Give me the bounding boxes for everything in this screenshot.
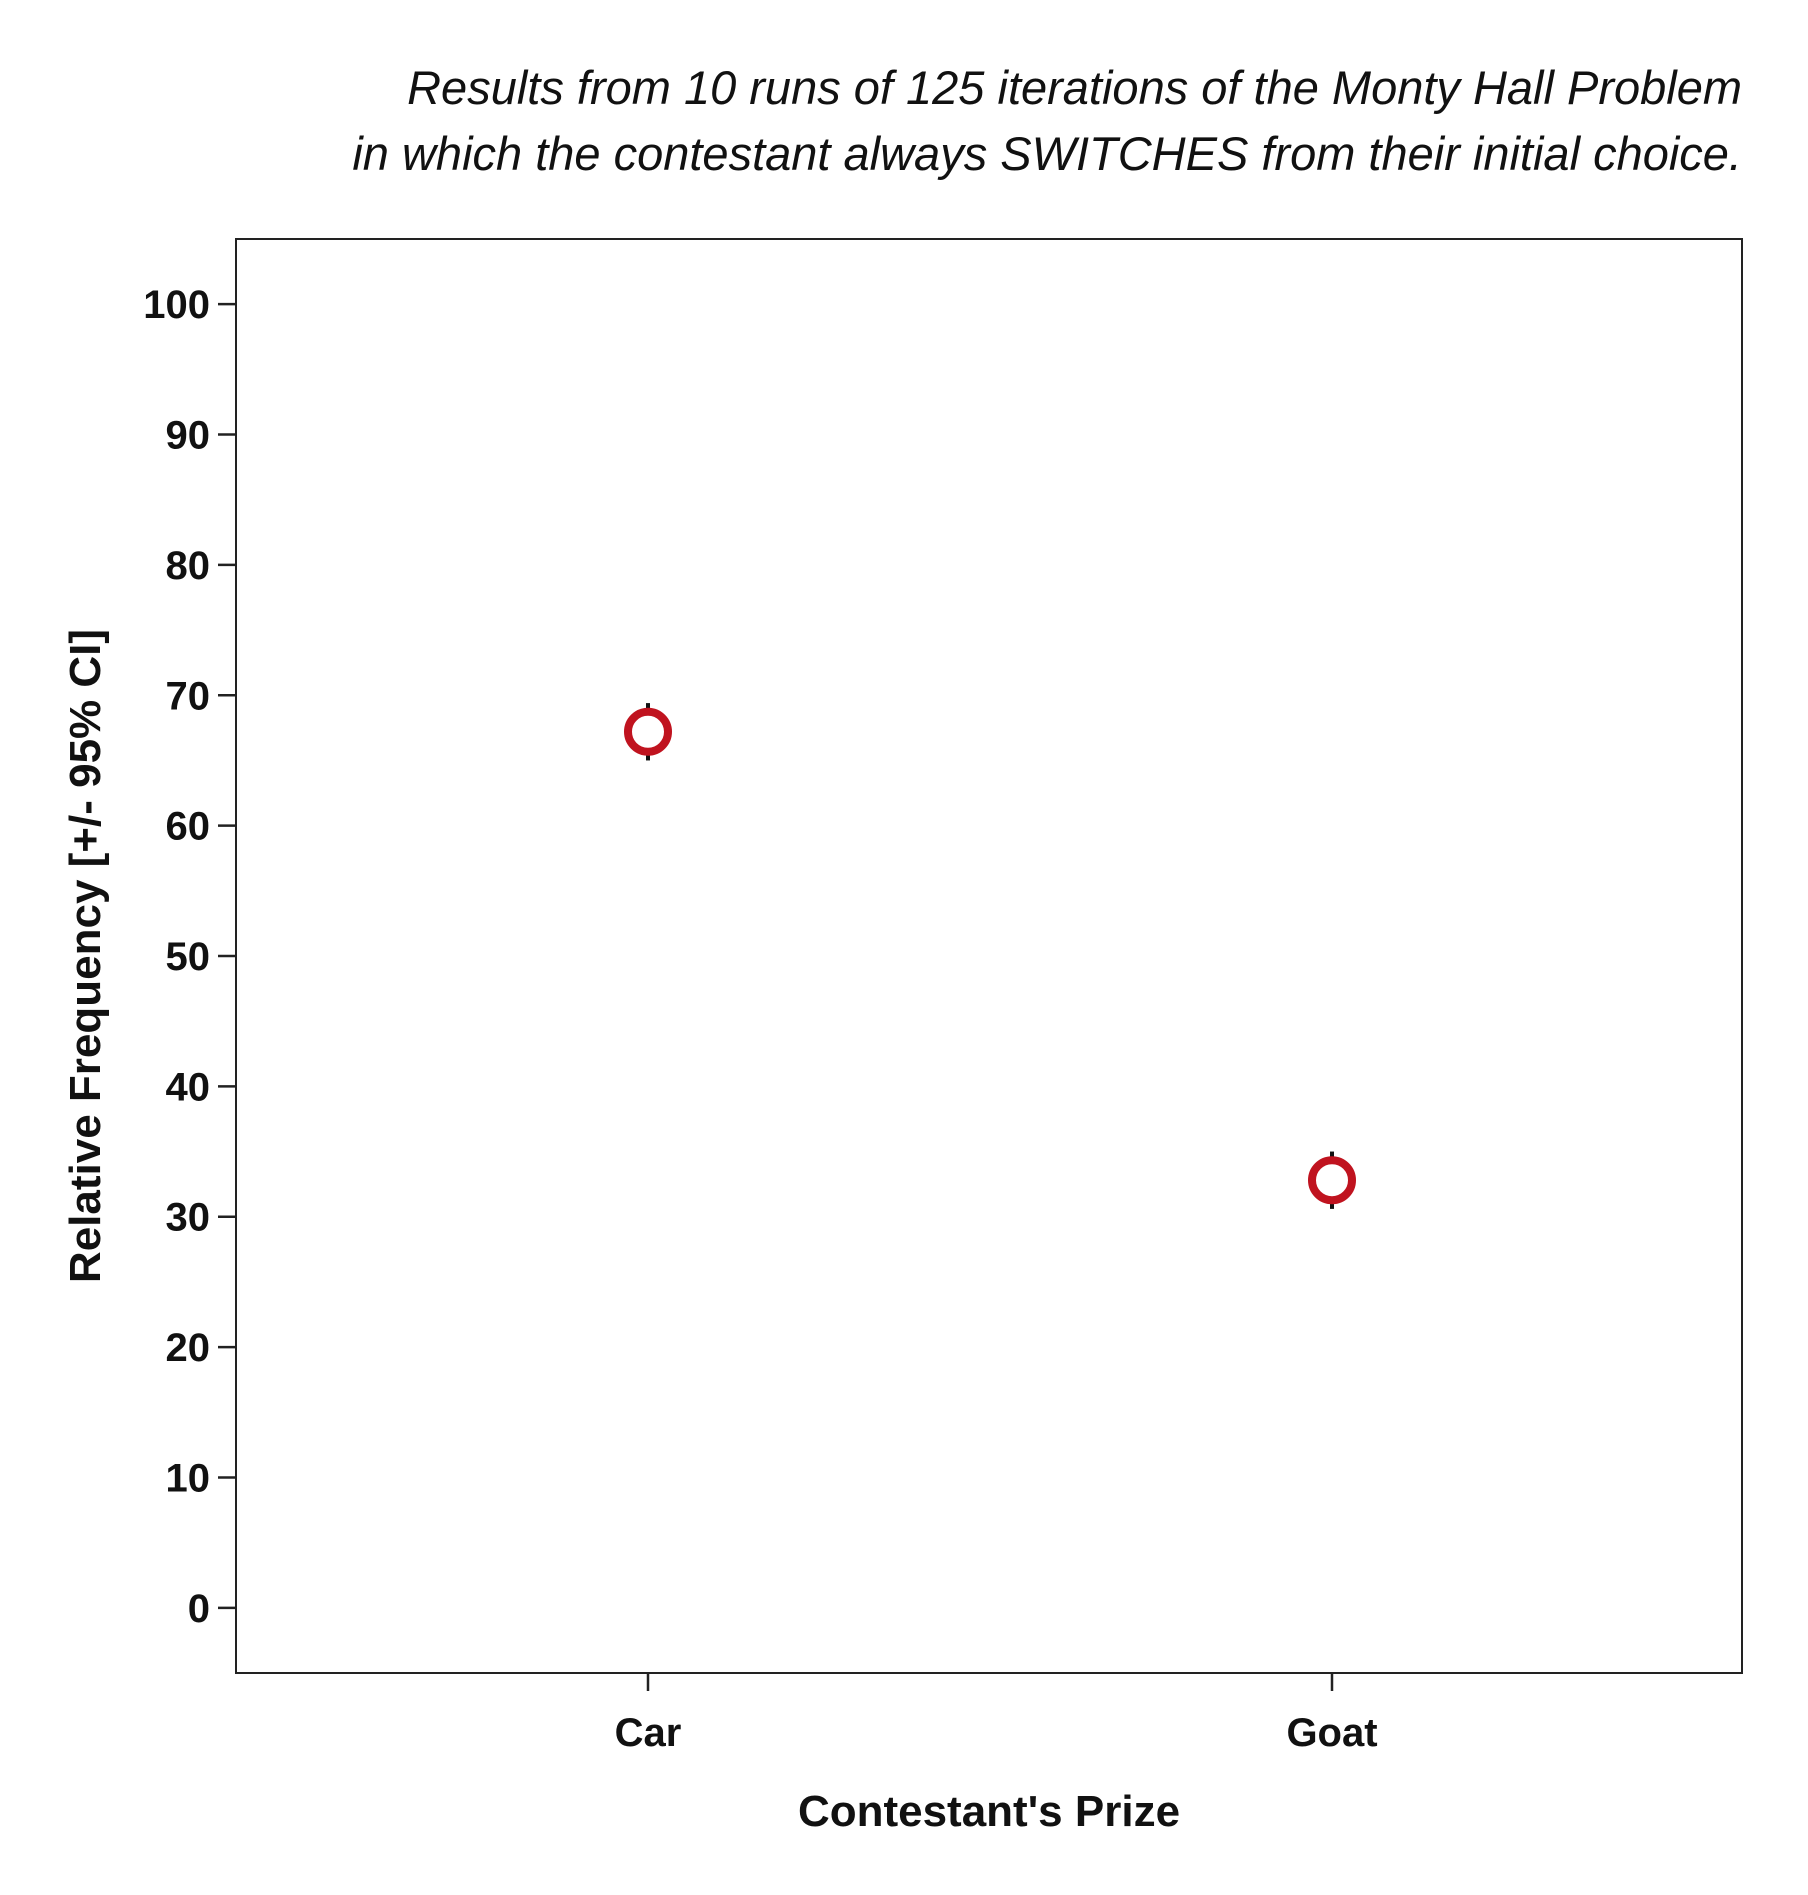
x-axis: Car Goat xyxy=(615,1673,1378,1755)
x-tick-label: Goat xyxy=(1286,1711,1377,1755)
y-tick-label: 60 xyxy=(166,805,211,849)
y-tick-label: 70 xyxy=(166,674,211,718)
y-tick-label: 100 xyxy=(143,283,210,327)
data-points xyxy=(624,703,1356,1209)
x-axis-label: Contestant's Prize xyxy=(798,1787,1180,1836)
y-tick-label: 50 xyxy=(166,935,211,979)
y-tick-label: 80 xyxy=(166,544,211,588)
y-tick-label: 40 xyxy=(166,1065,211,1109)
y-tick-label: 10 xyxy=(166,1456,211,1500)
chart-title-line-2: in which the contestant always SWITCHES … xyxy=(352,127,1742,180)
data-point xyxy=(1308,1156,1356,1205)
y-tick-label: 30 xyxy=(166,1196,211,1240)
chart-title-line-1: Results from 10 runs of 125 iterations o… xyxy=(407,61,1742,114)
y-tick-label: 0 xyxy=(188,1587,210,1631)
plot-frame xyxy=(235,238,1743,1674)
y-axis-label: Relative Frequency [+/- 95% CI] xyxy=(61,629,110,1283)
y-tick-label: 90 xyxy=(166,414,211,458)
y-axis: 0 10 20 30 40 50 60 70 80 90 100 xyxy=(143,283,236,1631)
x-tick-label: Car xyxy=(615,1711,682,1755)
data-point xyxy=(624,707,672,756)
y-tick-label: 20 xyxy=(166,1326,211,1370)
